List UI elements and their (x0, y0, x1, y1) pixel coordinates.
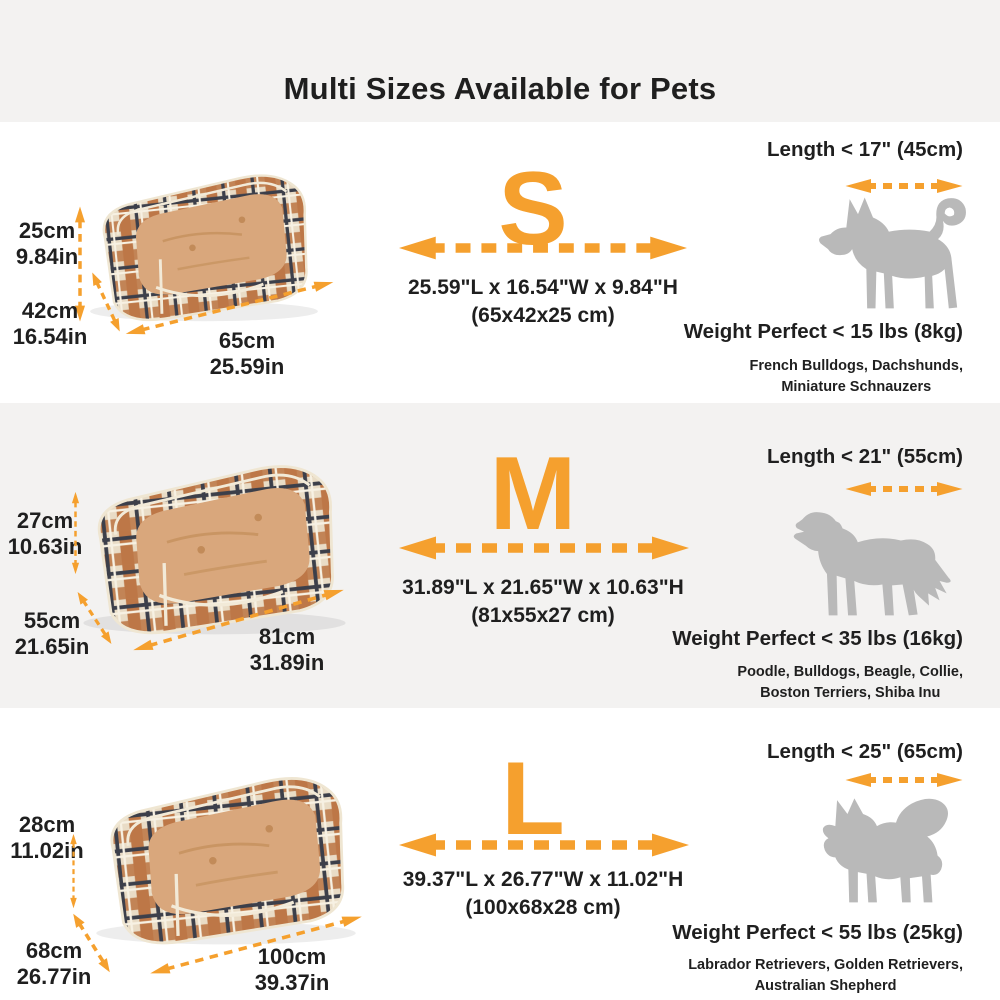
bed-length-dimension: 81cm 31.89in (227, 624, 347, 676)
height-cm: 27cm (16, 508, 74, 533)
dimensions-inches: 31.89"L x 21.65"W x 10.63"H (402, 576, 684, 599)
bed-length-dimension: 100cm 39.37in (227, 944, 357, 996)
height-in: 9.84in (15, 244, 79, 269)
fluffy-dog-silhouette (805, 788, 961, 918)
bed-depth-dimension: 68cm 26.77in (6, 938, 102, 990)
depth-in: 16.54in (12, 324, 88, 349)
size-span-arrow-icon (396, 534, 692, 562)
breeds-label: Labrador Retrievers, Golden Retrievers, … (688, 957, 963, 994)
size-letter: L (501, 741, 565, 857)
bed-height-dimension: 25cm 9.84in (2, 218, 92, 270)
breeds-label: French Bulldogs, Dachshunds, Miniature S… (749, 358, 964, 395)
depth-in: 26.77in (16, 964, 92, 989)
length-in: 39.37in (254, 970, 330, 995)
dog-length-label: Length < 17" (45cm) (767, 138, 963, 161)
length-cm: 81cm (258, 624, 316, 649)
length-in: 25.59in (209, 354, 285, 379)
depth-in: 21.65in (14, 634, 90, 659)
dimensions-cm: (81x55x27 cm) (471, 604, 615, 627)
retriever-dog-silhouette (790, 493, 966, 625)
weight-label: Weight Perfect < 35 lbs (16kg) (672, 627, 963, 650)
breeds-label: Poodle, Bulldogs, Beagle, Collie, Boston… (737, 664, 963, 701)
height-arrow-icon (70, 492, 82, 575)
height-in: 10.63in (7, 534, 83, 559)
length-cm: 65cm (218, 328, 276, 353)
height-arrow-icon (68, 834, 80, 909)
dimensions-inches: 25.59"L x 16.54"W x 9.84"H (408, 276, 678, 299)
dimensions-inches: 39.37"L x 26.77"W x 11.02"H (402, 868, 684, 891)
dog-length-label: Length < 21" (55cm) (767, 445, 963, 468)
size-letter: M (489, 436, 577, 552)
header-band (0, 0, 1000, 122)
page-title: Multi Sizes Available for Pets (283, 70, 717, 106)
depth-cm: 42cm (21, 298, 79, 323)
dimensions-cm: (100x68x28 cm) (465, 896, 621, 919)
length-cm: 100cm (257, 944, 327, 969)
length-in: 31.89in (249, 650, 325, 675)
size-row-l: 28cm 11.02in 68cm 26.77in 100cm 39.37in … (0, 708, 1000, 1000)
bed-height-dimension: 27cm 10.63in (0, 508, 90, 560)
dog-length-label: Length < 25" (65cm) (767, 740, 963, 763)
bed-length-dimension: 65cm 25.59in (187, 328, 307, 380)
size-row-m: 27cm 10.63in 55cm 21.65in 81cm 31.89in M… (0, 403, 1000, 708)
depth-cm: 68cm (25, 938, 83, 963)
bed-depth-dimension: 55cm 21.65in (4, 608, 100, 660)
height-cm: 25cm (18, 218, 76, 243)
weight-label: Weight Perfect < 15 lbs (8kg) (683, 320, 963, 343)
depth-cm: 55cm (23, 608, 81, 633)
weight-label: Weight Perfect < 55 lbs (25kg) (672, 921, 963, 944)
size-row-s: 25cm 9.84in 42cm 16.54in 65cm 25.59in S … (0, 122, 1000, 403)
size-span-arrow-icon (396, 831, 692, 859)
dog-bed-image (80, 162, 328, 327)
height-cm: 28cm (18, 812, 76, 837)
dog-length-arrow-icon (845, 772, 963, 788)
dimensions-cm: (65x42x25 cm) (471, 304, 615, 327)
bed-depth-dimension: 42cm 16.54in (2, 298, 98, 350)
dog-bed-image (72, 451, 357, 641)
husky-dog-silhouette (818, 192, 968, 318)
size-span-arrow-icon (398, 234, 688, 262)
